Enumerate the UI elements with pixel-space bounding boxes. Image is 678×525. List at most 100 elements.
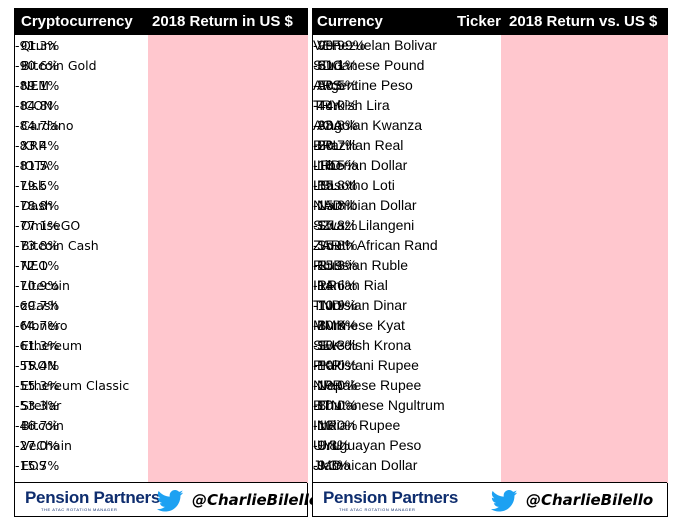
currency-table-row: Sudanese Pound SDG -61.1% (313, 55, 667, 75)
currency-table-row: Venezuelan Bolivar VEF -99.99% (313, 35, 667, 55)
currency-cell-value: -50.5% (313, 77, 358, 93)
currency-table-row: Nepalese Rupee NPR -10.0% (313, 375, 667, 395)
currency-cell-value: -10.9% (313, 297, 358, 313)
crypto-cell-value: -91.3% (15, 38, 60, 53)
currency-cell-value: -99.99% (313, 37, 366, 53)
crypto-table-row: Qtum -91.3% (15, 35, 307, 55)
crypto-table-row: XRP -83.4% (15, 135, 307, 155)
crypto-cell-value: -79.5% (15, 178, 60, 193)
crypto-cell-value: -83.4% (15, 138, 60, 153)
currency-cell-name: Swedish Krona (317, 337, 412, 353)
crypto-table-row: OmiseGO -77.1% (15, 215, 307, 235)
crypto-cell-value: -69.7% (15, 298, 60, 313)
currency-cell-name: Venezuelan Bolivar (317, 37, 437, 53)
currency-table-row: Basotho Loti LSL -15.8% (313, 175, 667, 195)
currency-cell-ticker: SZL (313, 217, 339, 233)
currency-footer: Pension Partners THE ATAC ROTATION MANAG… (313, 482, 667, 516)
pension-partners-logo: Pension Partners (323, 488, 459, 507)
crypto-cell-name: TRON (21, 358, 57, 373)
currency-cell-name: Argentine Peso (317, 77, 413, 93)
crypto-cell-name: IOTA (21, 158, 50, 173)
crypto-cell-name: Bitcoin (21, 418, 64, 433)
currency-table-row: Iranian Rial IRR -14.6% (313, 275, 667, 295)
currency-cell-name: Turkish Lira (317, 97, 390, 113)
crypto-table-row: Monero -64.7% (15, 315, 307, 335)
crypto-cell-value: -72.1% (15, 258, 60, 273)
currency-cell-value: -18.5% (313, 157, 358, 173)
currency-table-row: Liberian Dollar LRD -18.5% (313, 155, 667, 175)
currency-cell-ticker: RUB (313, 257, 343, 273)
crypto-cell-value: -73.8% (15, 238, 60, 253)
crypto-table-row: Bitcoin -46.7% (15, 415, 307, 435)
crypto-header-value: 2018 Return in US $ (152, 13, 293, 30)
currency-cell-ticker: IRR (313, 277, 338, 293)
crypto-table-row: VeChain -27.0% (15, 435, 307, 455)
crypto-table-row: Bitcoin Gold -90.6% (15, 55, 307, 75)
currency-table-row: Jamaican Dollar JMD -9.3% (313, 455, 667, 475)
crypto-cell-name: XRP (21, 138, 46, 153)
crypto-cell-name: OmiseGO (21, 218, 81, 233)
crypto-cell-name: Litecoin (21, 278, 70, 293)
currency-table-row: Swedish Krona SEK -10.3% (313, 335, 667, 355)
twitter-bird-icon (490, 490, 518, 512)
crypto-cell-name: Monero (21, 318, 68, 333)
crypto-cell-name: Bitcoin Cash (21, 238, 99, 253)
crypto-cell-value: -61.3% (15, 338, 60, 353)
currency-cell-value: -9.3% (313, 457, 350, 473)
crypto-table-row: Bitcoin Cash -73.8% (15, 235, 307, 255)
currency-cell-value: -15.8% (313, 217, 358, 233)
crypto-cell-name: Ethereum Classic (21, 378, 130, 393)
currency-cell-name: Angolan Kwanza (317, 117, 423, 133)
crypto-cell-value: -84.8% (15, 98, 60, 113)
currency-cell-value: -15.3% (313, 257, 358, 273)
twitter-handle: @CharlieBilello (192, 491, 320, 509)
currency-cell-ticker: VEF (313, 37, 341, 53)
currency-cell-name: Pakistani Rupee (317, 357, 419, 373)
currency-table-row: Bhutanese Ngultrum BTN -10.0% (313, 395, 667, 415)
currency-table-row: Russian Ruble RUB -15.3% (313, 255, 667, 275)
currency-table-row: Namibian Dollar NAD -15.8% (313, 195, 667, 215)
currency-cell-value: -10.0% (313, 417, 358, 433)
crypto-cell-name: NEO (21, 258, 49, 273)
logo-tagline: THE ATAC ROTATION MANAGER (41, 507, 118, 512)
crypto-cell-value: -89.1% (15, 78, 60, 93)
currency-header-value: 2018 Return vs. US $ (509, 13, 658, 30)
currency-cell-ticker: AOA (313, 117, 343, 133)
currency-cell-name: Burmese Kyat (317, 317, 405, 333)
currency-cell-value: -9.8% (313, 437, 350, 453)
currency-cell-value: -61.1% (313, 57, 358, 73)
currency-table-row: Angolan Kwanza AOA -38.8% (313, 115, 667, 135)
currency-cell-name: Indian Rupee (317, 417, 401, 433)
crypto-table-row: Cardano -84.7% (15, 115, 307, 135)
currency-cell-name: Uruguayan Peso (317, 437, 422, 453)
currency-table-row: Tunisian Dinar TND -10.9% (313, 295, 667, 315)
currency-cell-name: Iranian Rial (317, 277, 388, 293)
crypto-cell-value: -55.4% (15, 358, 60, 373)
crypto-cell-name: zCash (21, 298, 59, 313)
currency-cell-value: -10.0% (313, 377, 358, 393)
currency-cell-name: Basotho Loti (317, 177, 395, 193)
crypto-table-row: Stellar -53.3% (15, 395, 307, 415)
currency-cell-ticker: BTN (313, 397, 341, 413)
currency-cell-value: -15.8% (313, 237, 358, 253)
currency-rows: Venezuelan Bolivar VEF -99.99% Sudanese Pou… (313, 35, 667, 483)
currency-header-name: Currency (317, 13, 383, 30)
currency-cell-value: -14.6% (313, 277, 358, 293)
crypto-header-name: Cryptocurrency (21, 13, 133, 30)
currency-cell-ticker: SEK (313, 337, 342, 353)
currency-table-row: Brazilian Real BRL -20.7% (313, 135, 667, 155)
crypto-table-row: IOTA -81.5% (15, 155, 307, 175)
crypto-table-row: Litecoin -70.9% (15, 275, 307, 295)
crypto-cell-value: -64.7% (15, 318, 60, 333)
currency-table-header: Currency Ticker 2018 Return vs. US $ (313, 9, 667, 35)
currency-cell-ticker: LSL (313, 177, 338, 193)
currency-cell-name: Tunisian Dinar (317, 297, 407, 313)
currency-cell-ticker: UYU (313, 437, 343, 453)
crypto-cell-name: Ethereum (21, 338, 83, 353)
crypto-cell-value: -77.1% (15, 218, 60, 233)
crypto-cell-name: NEM (21, 78, 50, 93)
currency-cell-ticker: PKR (313, 357, 342, 373)
currency-table-row: South African Rand ZAR -15.8% (313, 235, 667, 255)
currency-cell-value: -10.0% (313, 397, 358, 413)
crypto-table-row: ICON -84.8% (15, 95, 307, 115)
